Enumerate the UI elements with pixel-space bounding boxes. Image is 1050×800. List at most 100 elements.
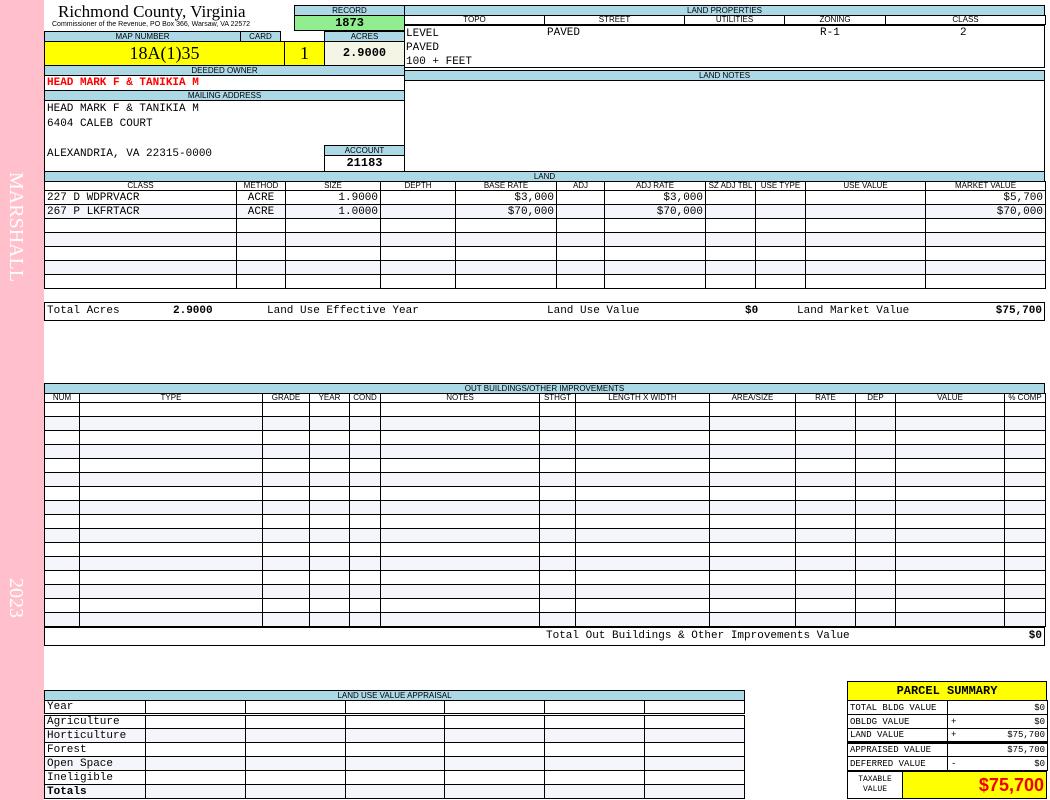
land-use-row: Totals: [44, 784, 745, 799]
land-cell: [380, 190, 456, 205]
outbuildings-cell: [895, 584, 1005, 599]
land-cell: [755, 190, 806, 205]
land-use-cell: [544, 756, 646, 771]
outbuildings-cell: [539, 584, 576, 599]
land-cell: [236, 232, 286, 247]
summary-operator: +: [951, 716, 957, 727]
outbuildings-cell: [44, 514, 80, 529]
land-use-cell: [145, 784, 246, 799]
outbuildings-row: [44, 528, 1046, 543]
land-use-cell: [145, 714, 246, 729]
land-use-cell: [145, 756, 246, 771]
summary-value: $0: [1034, 716, 1045, 727]
outbuildings-cell: [44, 500, 80, 515]
land-use-cell: [644, 756, 745, 771]
land-use-cell: [544, 728, 646, 743]
outbuildings-col-header: YEAR: [309, 393, 350, 403]
land-use-cell: [244, 742, 346, 757]
deeded-owner-value: HEAD MARK F & TANIKIA M: [44, 75, 405, 91]
land-use-cell: [644, 728, 745, 743]
outbuildings-cell: [575, 500, 710, 515]
outbuildings-cell: [349, 486, 381, 501]
land-cell: [44, 246, 237, 261]
land-use-row-label: Year: [44, 700, 146, 715]
outbuildings-cell: [349, 584, 381, 599]
outbuildings-cell: [79, 500, 263, 515]
outbuildings-cell: [795, 514, 856, 529]
outbuildings-cell: [539, 514, 576, 529]
summary-row: OBLDG VALUE + $0: [847, 714, 1048, 729]
outbuildings-cell: [1004, 584, 1046, 599]
outbuildings-cell: [262, 542, 310, 557]
outbuildings-cell: [539, 444, 576, 459]
land-cell: [705, 260, 756, 275]
outbuildings-cell: [895, 486, 1005, 501]
outbuildings-cell: [855, 598, 896, 613]
land-use-cell: [644, 742, 745, 757]
outbuildings-cell: [380, 430, 540, 445]
land-cell: [755, 204, 806, 219]
land-use-row: Open Space: [44, 756, 745, 771]
land-cell: [44, 274, 237, 289]
record-value: 1873: [294, 15, 405, 31]
outbuildings-cell: [380, 458, 540, 473]
summary-value-cell: + $0: [947, 714, 1048, 729]
outbuildings-cell: [709, 570, 796, 585]
outbuildings-cell: [709, 598, 796, 613]
outbuildings-cell: [895, 416, 1005, 431]
outbuildings-row: [44, 416, 1046, 431]
land-notes-box: [404, 80, 1045, 172]
land-cell: [705, 204, 756, 219]
outbuildings-cell: [709, 458, 796, 473]
land-cell: $70,000: [604, 204, 706, 219]
land-cell: [380, 218, 456, 233]
land-use-cell: [145, 728, 246, 743]
land-cell: [705, 232, 756, 247]
land-cell: [805, 204, 926, 219]
outbuildings-cell: [709, 444, 796, 459]
outbuildings-row: [44, 598, 1046, 613]
col-street: STREET: [544, 15, 685, 25]
land-use-year-label: Land Use Effective Year: [267, 305, 419, 317]
outbuildings-cell: [44, 486, 80, 501]
land-cell: [455, 218, 557, 233]
land-cell: [44, 232, 237, 247]
land-use-cell: [244, 756, 346, 771]
land-use-cell: [244, 714, 346, 729]
outbuildings-col-header: STHGT: [539, 393, 576, 403]
outbuildings-cell: [349, 416, 381, 431]
outbuildings-cell: [309, 416, 350, 431]
outbuildings-cell: [895, 570, 1005, 585]
outbuildings-cell: [44, 584, 80, 599]
land-use-table: Year Agriculture Horticulture Forest Open Sp…: [44, 700, 745, 799]
outbuildings-cell: [895, 458, 1005, 473]
outbuildings-cell: [44, 542, 80, 557]
land-use-cell: [344, 784, 446, 799]
outbuildings-cell: [349, 556, 381, 571]
parcel-summary-table: TOTAL BLDG VALUE $0 OBLDG VALUE + $0 LAND VAL…: [847, 700, 1048, 771]
outbuildings-row: [44, 556, 1046, 571]
land-cell: [556, 246, 605, 261]
land-cell: [705, 274, 756, 289]
outbuildings-cell: [795, 430, 856, 445]
outbuildings-cell: [262, 598, 310, 613]
outbuildings-cell: [575, 528, 710, 543]
outbuildings-cell: [795, 598, 856, 613]
outbuildings-cell: [539, 570, 576, 585]
outbuildings-col-header: RATE: [795, 393, 856, 403]
outbuildings-cell: [795, 584, 856, 599]
taxable-value: $75,700: [902, 771, 1047, 799]
outbuildings-cell: [79, 528, 263, 543]
land-cell: [925, 246, 1046, 261]
outbuildings-cell: [349, 402, 381, 417]
land-cell: [285, 218, 381, 233]
outbuildings-cell: [262, 458, 310, 473]
outbuildings-row: [44, 430, 1046, 445]
outbuildings-cell: [380, 416, 540, 431]
outbuildings-cell: [855, 402, 896, 417]
land-use-cell: [344, 714, 446, 729]
land-col-header: MARKET VALUE: [925, 181, 1046, 191]
land-use-cell: [344, 756, 446, 771]
outbuildings-cell: [575, 402, 710, 417]
land-row: [44, 246, 1046, 261]
